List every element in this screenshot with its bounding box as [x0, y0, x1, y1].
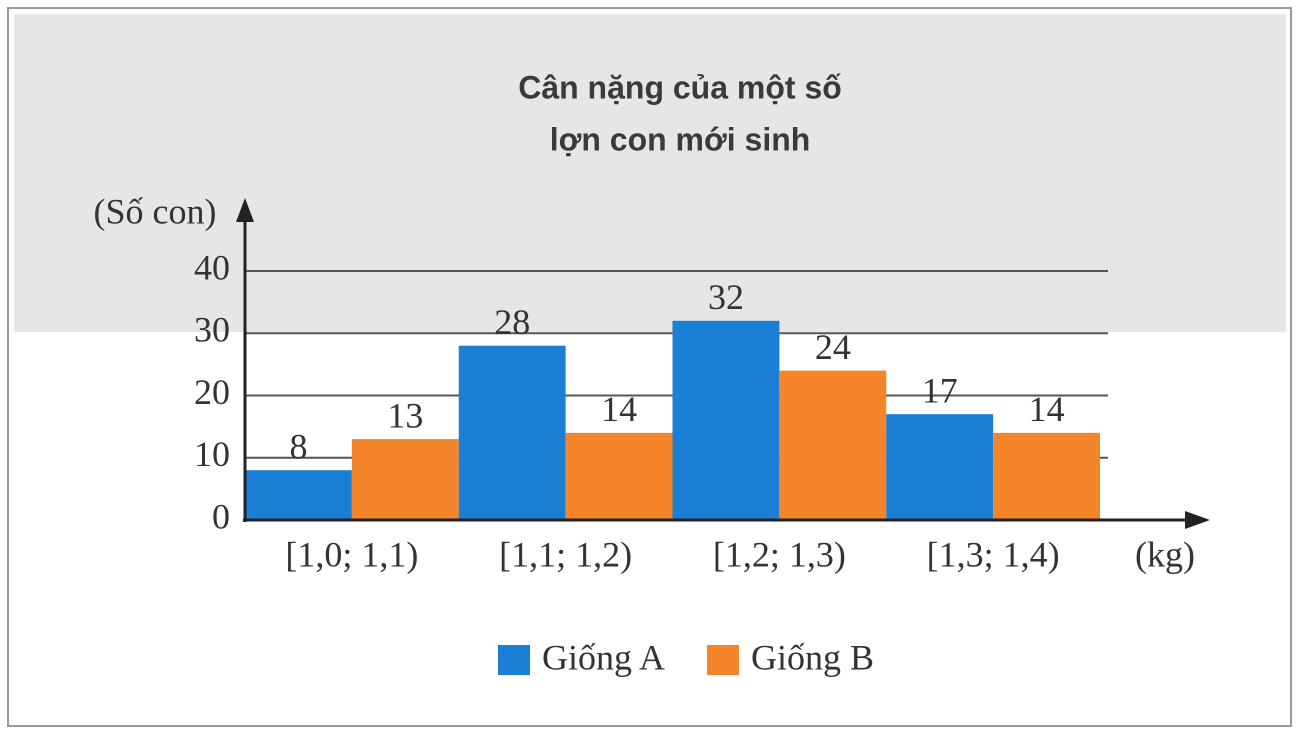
x-tick-label: [1,3; 1,4) — [927, 534, 1060, 574]
frame — [7, 7, 1292, 727]
legend-swatch — [707, 645, 740, 675]
y-axis-arrow — [236, 198, 254, 222]
y-tick-label: 0 — [212, 496, 230, 536]
legend-label: Giống B — [751, 637, 874, 677]
x-tick-label: [1,0; 1,1) — [285, 534, 418, 574]
legend-label: Giống A — [542, 637, 665, 677]
value-label: 24 — [815, 327, 851, 367]
value-label: 32 — [708, 277, 744, 317]
bar — [672, 320, 780, 520]
x-tick-label: [1,1; 1,2) — [499, 534, 632, 574]
x-tick-label: [1,2; 1,3) — [713, 534, 846, 574]
value-label: 8 — [289, 426, 307, 466]
chart-title: lợn con mới sinh — [550, 121, 811, 157]
bar — [458, 345, 566, 520]
y-tick-label: 20 — [194, 372, 230, 412]
y-tick-label: 40 — [194, 247, 230, 287]
y-tick-label: 30 — [194, 310, 230, 350]
x-axis-label: (kg) — [1135, 534, 1195, 574]
bar — [993, 432, 1100, 520]
value-label: 14 — [1029, 389, 1065, 429]
bar — [565, 432, 673, 520]
bar — [779, 370, 887, 520]
bar — [886, 414, 994, 520]
y-tick-label: 10 — [194, 434, 230, 474]
chart-title: Cân nặng của một số — [518, 69, 842, 105]
bar — [351, 439, 459, 520]
legend-swatch — [498, 645, 530, 675]
value-label: 28 — [494, 302, 530, 342]
value-label: 17 — [922, 370, 958, 410]
plot: 0 10 20 30 40 [1,0; 1,1) 8 13 [1,1; 1,2) 28 14 [1,2… — [194, 247, 1108, 677]
header-band — [14, 14, 1286, 332]
value-label: 13 — [387, 395, 423, 435]
value-label: 14 — [601, 389, 637, 429]
bar — [245, 470, 352, 520]
x-axis-arrow — [1185, 511, 1210, 529]
y-axis-label: (Số con) — [94, 191, 217, 231]
